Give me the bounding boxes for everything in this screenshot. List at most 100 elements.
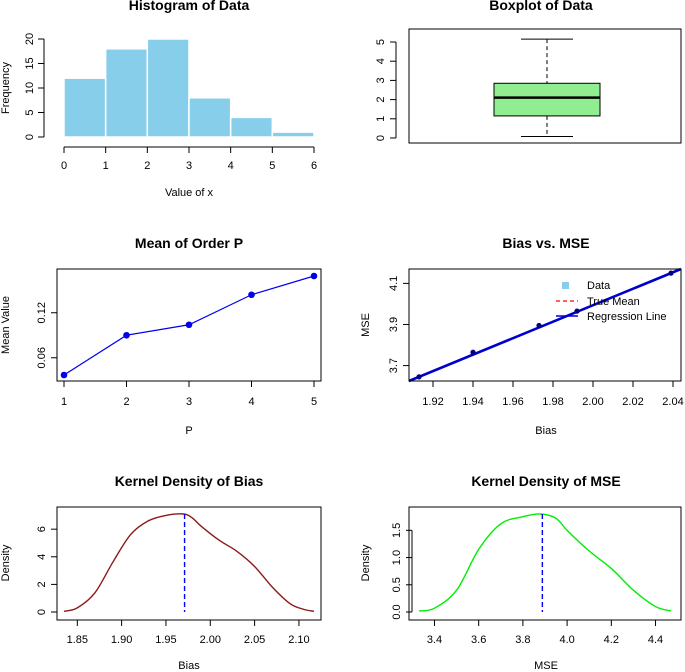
scatter-y-tick-label: 4.1 bbox=[388, 276, 400, 291]
mean-x-ticks: 1 2 3 4 5 bbox=[61, 380, 317, 408]
kd-mse-x-tick-label: 3.4 bbox=[427, 634, 442, 646]
scatter-x-tick-label: 1.98 bbox=[542, 396, 563, 408]
boxplot-y-ticks: 0 1 2 3 4 5 bbox=[375, 39, 396, 141]
scatter-legend: Data True Mean Regression Line bbox=[556, 280, 667, 323]
boxplot-title: Boxplot of Data bbox=[489, 0, 593, 13]
histogram-bar bbox=[104, 48, 149, 138]
mean-y-label: Mean Value bbox=[0, 296, 12, 354]
mean-series bbox=[60, 272, 318, 379]
kd-bias-x-tick-label: 2.00 bbox=[200, 634, 221, 646]
mean-point bbox=[248, 291, 255, 299]
scatter-panel: Bias vs. MSE Data True Mean Regression L… bbox=[360, 235, 684, 437]
histogram-bars bbox=[63, 38, 315, 138]
histogram-title: Histogram of Data bbox=[129, 0, 250, 13]
legend-data-swatch bbox=[562, 282, 569, 289]
kd-bias-x-tick-label: 1.95 bbox=[155, 634, 176, 646]
kd-mse-panel: Kernel Density of MSE 3.4 3.6 3.8 4.0 4.2 4.4… bbox=[360, 473, 682, 672]
histogram-x-tick-label: 6 bbox=[311, 160, 317, 172]
boxplot-y-tick-label: 2 bbox=[375, 97, 387, 103]
kd-mse-y-tick-label: 1.0 bbox=[391, 550, 403, 565]
histogram-y-ticks: 0 5 10 15 20 bbox=[24, 33, 44, 140]
mean-y-ticks: 0.06 0.12 bbox=[36, 302, 58, 368]
histogram-panel: Histogram of Data 0 1 2 3 4 5 6 0 5 10 15 20 Value… bbox=[0, 0, 317, 199]
scatter-y-tick-label: 3.9 bbox=[388, 317, 400, 332]
histogram-y-tick-label: 10 bbox=[24, 82, 36, 94]
mean-x-tick-label: 4 bbox=[248, 396, 254, 408]
kd-bias-y-tick-label: 6 bbox=[36, 526, 48, 532]
boxplot-y-tick-label: 1 bbox=[375, 116, 387, 122]
scatter-point bbox=[416, 374, 422, 380]
boxplot-y-tick-label: 5 bbox=[375, 39, 387, 45]
kd-bias-marks bbox=[63, 513, 315, 612]
boxplot-frame bbox=[408, 28, 682, 144]
kd-mse-x-ticks: 3.4 3.6 3.8 4.0 4.2 4.4 bbox=[427, 619, 663, 646]
kd-mse-y-tick-label: 1.5 bbox=[391, 523, 403, 538]
histogram-bar bbox=[63, 77, 107, 138]
scatter-x-tick-label: 2.00 bbox=[582, 396, 603, 408]
scatter-point bbox=[536, 322, 542, 329]
kd-bias-y-tick-label: 2 bbox=[36, 581, 48, 587]
mean-x-tick-label: 3 bbox=[186, 396, 192, 408]
boxplot-y-tick-label: 4 bbox=[375, 58, 387, 64]
kd-mse-x-tick-label: 3.8 bbox=[515, 634, 530, 646]
histogram-bar bbox=[188, 97, 232, 138]
legend-true-mean-label: True Mean bbox=[587, 296, 640, 308]
kd-mse-frame bbox=[408, 506, 682, 621]
kd-bias-title: Kernel Density of Bias bbox=[115, 473, 264, 489]
histogram-y-label: Frequency bbox=[0, 62, 12, 114]
kd-bias-x-tick-label: 1.90 bbox=[111, 634, 132, 646]
scatter-point bbox=[574, 308, 580, 314]
scatter-x-tick-label: 2.04 bbox=[662, 396, 683, 408]
kd-mse-y-ticks: 0.0 0.5 1.0 1.5 bbox=[391, 523, 413, 620]
scatter-x-tick-label: 1.94 bbox=[462, 396, 483, 408]
histogram-x-tick-label: 2 bbox=[144, 160, 150, 172]
boxplot-marks bbox=[493, 38, 601, 137]
kd-mse-y-tick-label: 0.5 bbox=[391, 577, 403, 592]
histogram-x-tick-label: 0 bbox=[61, 160, 67, 172]
mean-point bbox=[123, 331, 130, 339]
histogram-bar bbox=[229, 116, 274, 138]
mean-title: Mean of Order P bbox=[135, 235, 243, 251]
kd-bias-y-tick-label: 4 bbox=[36, 554, 48, 560]
boxplot-panel: Boxplot of Data 0 1 2 3 4 5 bbox=[375, 0, 682, 144]
mean-x-label: P bbox=[185, 425, 192, 437]
scatter-point bbox=[668, 270, 674, 276]
kd-bias-y-ticks: 0 2 4 6 bbox=[36, 526, 58, 615]
scatter-x-tick-label: 1.92 bbox=[422, 396, 443, 408]
kd-bias-density-curve bbox=[63, 513, 315, 612]
kd-mse-x-tick-label: 4.4 bbox=[648, 634, 663, 646]
kd-mse-marks bbox=[418, 513, 672, 612]
kd-bias-x-tick-label: 1.85 bbox=[67, 634, 88, 646]
scatter-y-label: MSE bbox=[360, 313, 372, 337]
mean-y-tick-label: 0.06 bbox=[36, 347, 48, 368]
boxplot-y-tick-label: 0 bbox=[375, 135, 387, 141]
mean-point bbox=[185, 321, 193, 329]
kd-bias-x-tick-label: 2.10 bbox=[288, 634, 309, 646]
mean-x-tick-label: 1 bbox=[61, 396, 67, 408]
kd-mse-x-tick-label: 4.2 bbox=[604, 634, 619, 646]
histogram-y-tick-label: 5 bbox=[24, 109, 36, 115]
histogram-bar bbox=[271, 131, 315, 138]
mean-point bbox=[60, 371, 68, 379]
mean-panel: Mean of Order P 1 2 3 4 5 0.06 0.12 P Mean Va… bbox=[0, 235, 322, 437]
histogram-y-tick-label: 0 bbox=[24, 134, 36, 140]
kd-mse-title: Kernel Density of MSE bbox=[471, 473, 620, 489]
kd-mse-x-tick-label: 4.0 bbox=[559, 634, 574, 646]
scatter-x-ticks: 1.92 1.94 1.96 1.98 2.00 2.02 2.04 bbox=[422, 380, 684, 408]
mean-x-tick-label: 5 bbox=[311, 396, 317, 408]
scatter-y-tick-label: 3.7 bbox=[388, 358, 400, 373]
histogram-x-tick-label: 4 bbox=[228, 160, 234, 172]
boxplot-box bbox=[493, 82, 601, 117]
histogram-y-tick-label: 20 bbox=[24, 33, 36, 45]
scatter-title: Bias vs. MSE bbox=[502, 235, 589, 251]
kd-mse-y-tick-label: 0.0 bbox=[391, 604, 403, 619]
mean-x-tick-label: 2 bbox=[123, 396, 129, 408]
histogram-y-tick-label: 15 bbox=[24, 57, 36, 69]
regression-line bbox=[408, 267, 682, 383]
scatter-point bbox=[470, 349, 476, 355]
kd-bias-x-tick-label: 2.05 bbox=[244, 634, 265, 646]
kd-mse-x-tick-label: 3.6 bbox=[471, 634, 486, 646]
kd-bias-y-tick-label: 0 bbox=[36, 609, 48, 615]
boxplot-y-tick-label: 3 bbox=[375, 77, 387, 83]
histogram-x-label: Value of x bbox=[165, 187, 214, 199]
